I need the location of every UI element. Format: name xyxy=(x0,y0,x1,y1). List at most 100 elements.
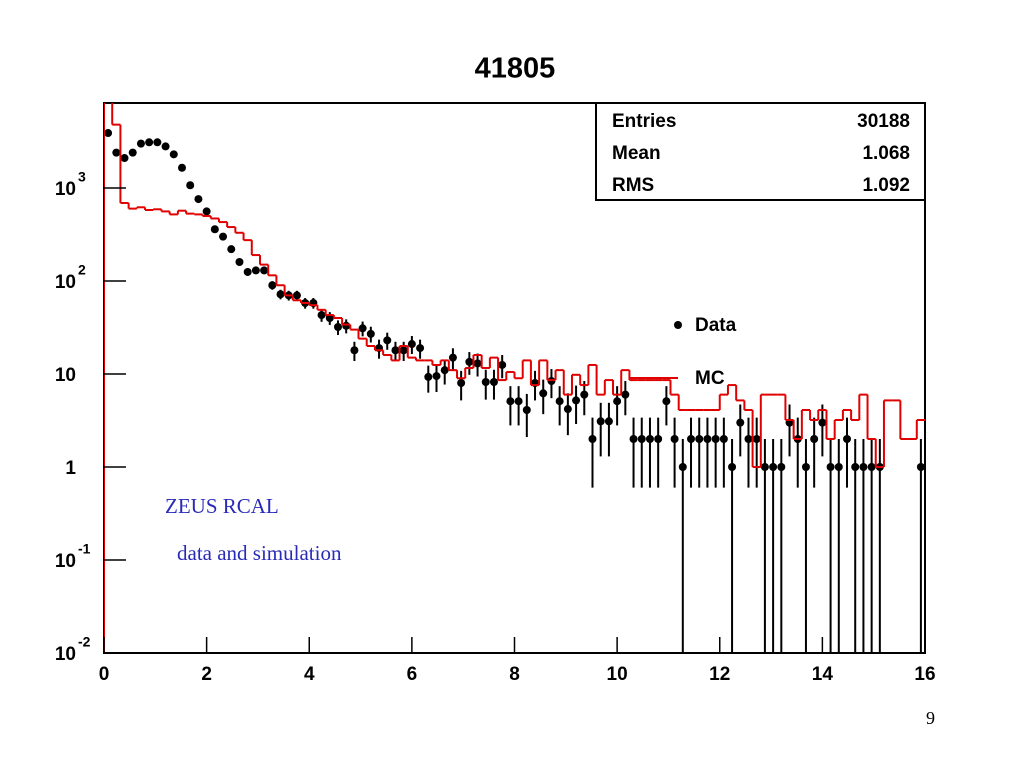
data-point xyxy=(153,138,162,147)
data-point xyxy=(654,434,663,443)
data-point xyxy=(268,281,277,290)
data-point xyxy=(145,138,154,147)
data-point xyxy=(662,397,671,406)
data-point xyxy=(210,225,219,234)
y-tick-label: 10 xyxy=(55,179,76,200)
data-point xyxy=(596,417,605,426)
legend-label: MC xyxy=(695,368,725,389)
data-point xyxy=(818,418,827,427)
data-point xyxy=(251,266,260,275)
data-point xyxy=(678,462,687,471)
data-point xyxy=(342,321,351,330)
y-tick-label: 10 xyxy=(55,644,76,665)
data-point xyxy=(670,434,679,443)
data-point xyxy=(350,346,359,355)
data-point xyxy=(695,434,704,443)
data-point xyxy=(580,390,589,399)
data-point xyxy=(613,397,622,406)
data-point xyxy=(243,267,252,276)
data-point xyxy=(728,462,737,471)
y-tick-label: 1 xyxy=(65,458,76,479)
y-tick-exponent: 3 xyxy=(78,169,86,185)
plot-area xyxy=(104,103,925,653)
y-tick-exponent: 2 xyxy=(78,262,86,278)
data-point xyxy=(120,154,129,163)
y-tick-label: 10 xyxy=(55,272,76,293)
data-point xyxy=(514,397,523,406)
data-point xyxy=(317,311,326,320)
data-point xyxy=(440,366,449,375)
data-point xyxy=(563,405,572,414)
x-tick-label: 10 xyxy=(607,664,628,685)
stat-label: Entries xyxy=(612,111,676,132)
stat-value: 1.092 xyxy=(862,175,910,196)
data-point xyxy=(851,462,860,471)
data-point xyxy=(260,266,269,275)
data-point xyxy=(572,396,581,405)
x-tick-label: 2 xyxy=(201,664,212,685)
x-tick-label: 8 xyxy=(509,664,520,685)
x-tick-label: 12 xyxy=(709,664,730,685)
legend-label: Data xyxy=(695,315,737,336)
data-point xyxy=(391,346,400,355)
data-point xyxy=(104,129,113,138)
stat-value: 30188 xyxy=(857,111,910,132)
data-point xyxy=(498,360,507,369)
data-point xyxy=(703,434,712,443)
data-point xyxy=(621,390,630,399)
data-point xyxy=(752,434,761,443)
data-point xyxy=(736,418,745,427)
data-point xyxy=(177,163,186,172)
data-point xyxy=(481,378,490,387)
data-point xyxy=(235,258,244,267)
data-point xyxy=(407,340,416,349)
x-tick-label: 16 xyxy=(914,664,935,685)
data-point xyxy=(629,434,638,443)
data-point xyxy=(161,142,170,151)
stat-label: RMS xyxy=(612,175,654,196)
data-point xyxy=(867,462,876,471)
data-point xyxy=(810,434,819,443)
data-point xyxy=(169,150,178,159)
x-tick-label: 4 xyxy=(304,664,315,685)
data-point xyxy=(859,462,868,471)
data-point xyxy=(826,462,835,471)
data-point xyxy=(457,379,466,388)
stats-box xyxy=(595,102,926,201)
data-point xyxy=(112,148,121,157)
data-point xyxy=(604,417,613,426)
data-point xyxy=(777,462,786,471)
data-point xyxy=(399,346,408,355)
y-tick-exponent: -1 xyxy=(78,541,91,557)
data-point xyxy=(588,434,597,443)
annotation: ZEUS RCAL xyxy=(165,494,279,518)
data-point xyxy=(186,181,195,190)
legend-swatch xyxy=(674,321,682,329)
data-point xyxy=(448,353,457,362)
annotation: data and simulation xyxy=(177,541,342,565)
data-point xyxy=(424,372,433,381)
data-point xyxy=(769,462,778,471)
x-tick-label: 0 xyxy=(99,664,110,685)
stat-value: 1.068 xyxy=(862,143,910,164)
data-point xyxy=(916,462,925,471)
x-tick-label: 14 xyxy=(812,664,834,685)
data-point xyxy=(522,406,531,415)
x-tick-label: 6 xyxy=(407,664,418,685)
data-point xyxy=(744,434,753,443)
data-point xyxy=(276,290,285,299)
data-point xyxy=(801,462,810,471)
data-point xyxy=(366,329,375,338)
data-point xyxy=(227,245,236,254)
page-number: 9 xyxy=(926,708,935,728)
data-point xyxy=(292,291,301,300)
data-point xyxy=(645,434,654,443)
data-point xyxy=(555,397,564,406)
chart-title: 41805 xyxy=(475,53,556,85)
y-tick-label: 10 xyxy=(55,365,76,386)
data-point xyxy=(834,462,843,471)
data-point xyxy=(539,389,548,398)
stat-label: Mean xyxy=(612,143,661,164)
